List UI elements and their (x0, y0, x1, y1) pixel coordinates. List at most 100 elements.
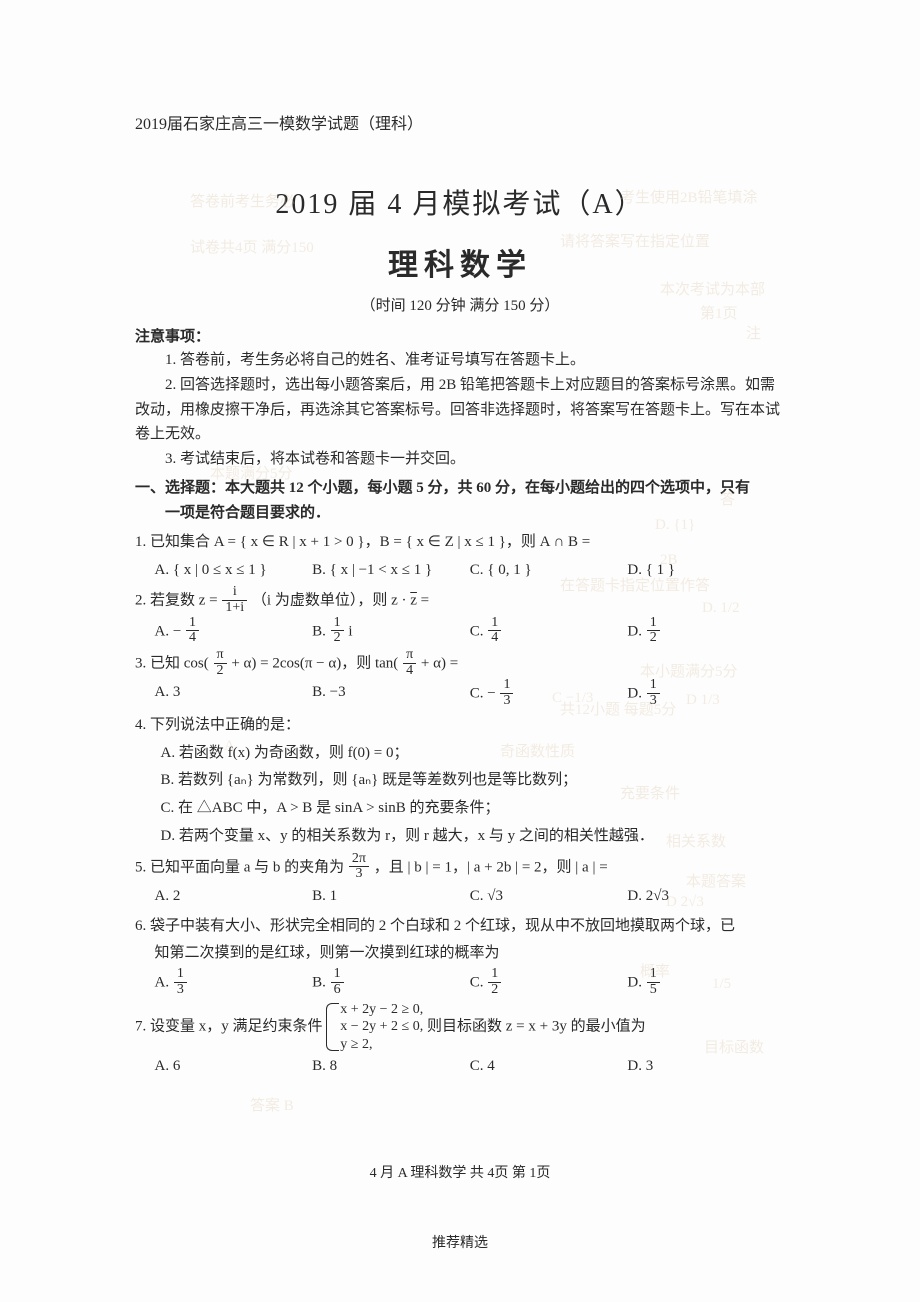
q2-opt-c: C. 14 (470, 617, 628, 647)
notice-item: 2. 回答选择题时，选出每小题答案后，用 2B 铅笔把答题卡上对应题目的答案标号… (135, 373, 785, 447)
q3-post: + α) = (421, 656, 458, 672)
q7-pre: 7. 设变量 x，y 满足约束条件 (135, 1018, 326, 1034)
frac-den: 4 (403, 663, 416, 679)
q2-stem-post: （i 为虚数单位），则 z · z = (252, 593, 429, 609)
frac-den: 3 (647, 693, 660, 709)
question-6: 6. 袋子中装有大小、形状完全相同的 2 个白球和 2 个红球，现从中不放回地摸… (135, 913, 785, 999)
q1-opt-b: B. { x | −1 < x ≤ 1 } (312, 557, 470, 585)
q1-opt-d: D. { 1 } (627, 557, 785, 585)
q6-opt-c: C. 12 (470, 968, 628, 998)
q1-stem: 1. 已知集合 A = { x ∈ R | x + 1 > 0 }，B = { … (135, 529, 785, 557)
q4-opt-d: D. 若两个变量 x、y 的相关系数为 r，则 r 越大，x 与 y 之间的相关… (135, 823, 785, 851)
ghost-text: 答案 B (250, 1094, 294, 1115)
question-1: 1. 已知集合 A = { x ∈ R | x + 1 > 0 }，B = { … (135, 529, 785, 585)
lbl: B. (312, 623, 330, 639)
lbl: C. − (470, 686, 500, 702)
lbl: C. (470, 975, 488, 991)
q7-opt-b: B. 8 (312, 1053, 470, 1081)
q2-frac: i1+i (222, 585, 247, 615)
sys-row: x + 2y − 2 ≥ 0, (340, 1001, 423, 1019)
q4-opt-b: B. 若数列 {aₙ} 为常数列，则 {aₙ} 既是等差数列也是等比数列； (135, 767, 785, 795)
frac-num: 2π (349, 852, 369, 867)
frac-den: 5 (647, 982, 660, 998)
q2-opt-d: D. 12 (627, 617, 785, 647)
q3-opt-d: D. 13 (627, 679, 785, 709)
lbl: D. (627, 686, 645, 702)
frac-den: 1+i (222, 600, 247, 616)
lbl: A. (155, 975, 173, 991)
q4-opt-a: A. 若函数 f(x) 为奇函数，则 f(0) = 0； (135, 740, 785, 768)
q7-stem: 7. 设变量 x，y 满足约束条件 x + 2y − 2 ≥ 0, x − 2y… (135, 1001, 785, 1054)
q4-stem: 4. 下列说法中正确的是： (135, 712, 785, 740)
q1-opt-a: A. { x | 0 ≤ x ≤ 1 } (155, 557, 313, 585)
question-3: 3. 已知 cos( π2 + α) = 2cos(π − α)，则 tan( … (135, 649, 785, 710)
q6-opt-a: A. 13 (155, 968, 313, 998)
subject-title: 理科数学 (135, 240, 785, 284)
frac-num: 1 (331, 967, 344, 982)
frac-num: 1 (488, 616, 501, 631)
q5-pre: 5. 已知平面向量 a 与 b 的夹角为 (135, 859, 348, 875)
frac-num: 1 (186, 616, 199, 631)
question-7: 7. 设变量 x，y 满足约束条件 x + 2y − 2 ≥ 0, x − 2y… (135, 1001, 785, 1081)
notice-item: 3. 考试结束后，将本试卷和答题卡一并交回。 (135, 447, 785, 472)
frac-num: 1 (647, 967, 660, 982)
q2-stem: 2. 若复数 z = i1+i （i 为虚数单位），则 z · z = (135, 586, 785, 616)
question-2: 2. 若复数 z = i1+i （i 为虚数单位），则 z · z = A. −… (135, 586, 785, 647)
q3-opt-c: C. − 13 (470, 679, 628, 709)
q5-opt-d: D. 2√3 (627, 883, 785, 911)
notice-block: 注意事项： 1. 答卷前，考生务必将自己的姓名、准考证号填写在答题卡上。 2. … (135, 325, 785, 472)
frac-num: 1 (647, 616, 660, 631)
frac-num: 1 (500, 678, 513, 693)
frac-num: i (222, 585, 247, 600)
suffix: i (345, 623, 353, 639)
page-footer: 4 月 A 理科数学 共 4页 第 1页 (0, 1162, 920, 1182)
lbl: D. (627, 623, 645, 639)
notice-head: 注意事项： (135, 325, 785, 346)
frac-num: 1 (488, 967, 501, 982)
q5-stem: 5. 已知平面向量 a 与 b 的夹角为 2π3 ，且 | b | = 1，| … (135, 853, 785, 883)
q2-opt-b: B. 12 i (312, 617, 470, 647)
exam-page: 2019届石家庄高三一模数学试题（理科） 2019 届 4 月模拟考试（A） 理… (0, 0, 920, 1302)
q6-opt-d: D. 15 (627, 968, 785, 998)
doc-header: 2019届石家庄高三一模数学试题（理科） (135, 110, 785, 134)
frac-num: 1 (647, 678, 660, 693)
lbl: C. (470, 623, 488, 639)
section-head-line1: 一、选择题：本大题共 12 个小题，每小题 5 分，共 60 分，在每小题给出的… (135, 480, 750, 496)
q4-opt-c: C. 在 △ABC 中，A > B 是 sinA > sinB 的充要条件； (135, 795, 785, 823)
q2-stem-pre: 2. 若复数 z = (135, 593, 221, 609)
q3-pre: 3. 已知 cos( (135, 656, 209, 672)
lbl: A. − (155, 623, 186, 639)
q5-opt-c: C. √3 (470, 883, 628, 911)
frac-den: 4 (186, 630, 199, 646)
q6-stem-2: 知第二次摸到的是红球，则第一次摸到红球的概率为 (135, 940, 785, 968)
section-head-line2: 一项是符合题目要求的． (135, 501, 785, 527)
q7-opt-c: C. 4 (470, 1053, 628, 1081)
q5-opt-b: B. 1 (312, 883, 470, 911)
q5-opt-a: A. 2 (155, 883, 313, 911)
section-1-head: 一、选择题：本大题共 12 个小题，每小题 5 分，共 60 分，在每小题给出的… (135, 476, 785, 527)
frac-den: 2 (488, 982, 501, 998)
frac-den: 3 (349, 866, 369, 882)
question-4: 4. 下列说法中正确的是： A. 若函数 f(x) 为奇函数，则 f(0) = … (135, 712, 785, 851)
lbl: B. (312, 975, 330, 991)
q7-opt-a: A. 6 (155, 1053, 313, 1081)
exam-title: 2019 届 4 月模拟考试（A） (135, 182, 785, 222)
frac-num: 1 (174, 967, 187, 982)
q7-post: 则目标函数 z = x + 3y 的最小值为 (427, 1018, 646, 1034)
frac-den: 2 (647, 630, 660, 646)
q3-opt-a: A. 3 (155, 679, 313, 709)
q6-opt-b: B. 16 (312, 968, 470, 998)
frac-den: 2 (331, 630, 344, 646)
frac-den: 3 (500, 693, 513, 709)
sys-row: y ≥ 2, (340, 1036, 423, 1054)
question-5: 5. 已知平面向量 a 与 b 的夹角为 2π3 ，且 | b | = 1，| … (135, 853, 785, 911)
q2-opt-a: A. − 14 (155, 617, 313, 647)
recommend-label: 推荐精选 (0, 1232, 920, 1252)
frac-num: π (403, 648, 416, 663)
lbl: D. (627, 975, 645, 991)
sys-row: x − 2y + 2 ≤ 0, (340, 1018, 423, 1036)
q6-stem-1: 6. 袋子中装有大小、形状完全相同的 2 个白球和 2 个红球，现从中不放回地摸… (135, 913, 785, 941)
frac-den: 2 (214, 663, 227, 679)
q3-opt-b: B. −3 (312, 679, 470, 709)
frac-den: 6 (331, 982, 344, 998)
